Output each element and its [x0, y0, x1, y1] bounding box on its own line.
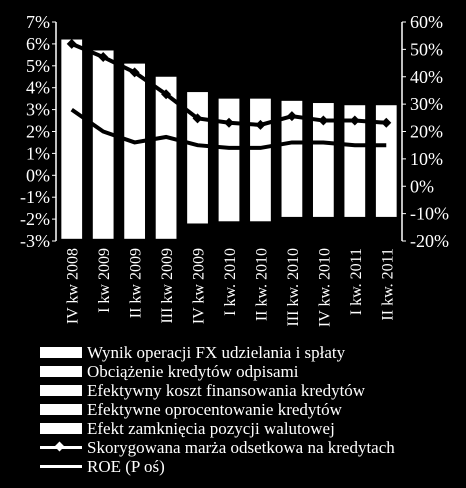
legend-item: Efektywny koszt finansowania kredytów: [40, 381, 466, 400]
bar: [375, 105, 397, 217]
legend-swatch: [40, 423, 82, 434]
y-tick-label-right: 30%: [410, 94, 443, 114]
bar: [61, 39, 83, 239]
y-tick-label-right: 10%: [410, 149, 443, 169]
marza-marker: [161, 89, 172, 100]
y-tick-label-left: 5%: [26, 56, 50, 76]
y-tick-label-right: 60%: [410, 12, 443, 32]
y-tick-label-right: -20%: [410, 231, 449, 251]
y-tick-label-left: 6%: [26, 34, 50, 54]
axes-group: [52, 21, 406, 242]
category-label: IV kw 2009: [191, 248, 208, 324]
marza-marker: [129, 67, 140, 78]
legend-swatch: [40, 385, 82, 396]
legend-label: Efekt zamknięcia pozycji walutowej: [87, 418, 335, 438]
marza-marker: [286, 111, 297, 122]
legend-item: Efektywne oprocentowanie kredytów: [40, 400, 466, 419]
bar: [344, 105, 366, 217]
y-tick-label-left: -3%: [20, 231, 50, 251]
bars-group: [61, 39, 397, 239]
category-label: II kw 2009: [128, 248, 145, 318]
bar: [218, 98, 240, 222]
bar: [155, 76, 177, 239]
legend-item: Obciążenie kredytów odpisami: [40, 362, 466, 381]
bar: [92, 50, 114, 239]
y-tick-label-right: 50%: [410, 39, 443, 59]
category-label: IV kw 2008: [65, 248, 82, 324]
y-tick-label-left: 0%: [26, 165, 50, 185]
bar: [281, 100, 303, 217]
category-label: II kw. 2010: [253, 248, 270, 321]
category-label: IV kw. 2010: [316, 248, 333, 327]
marza-marker: [224, 117, 234, 128]
legend-label: Wynik operacji FX udzielania i spłaty: [87, 342, 346, 362]
legend-item: Efekt zamknięcia pozycji walutowej: [40, 419, 466, 438]
category-label: III kw. 2010: [285, 248, 302, 327]
tick-labels-group: -3%-2%-1%0%1%2%3%4%5%6%7%-20%-10%0%10%20…: [20, 12, 449, 327]
legend-line-icon: [40, 461, 82, 472]
legend-swatch: [40, 366, 82, 377]
legend-label: Efektywny koszt finansowania kredytów: [87, 380, 366, 400]
legend-item: Wynik operacji FX udzielania i spłaty: [40, 343, 466, 362]
marza-marker: [98, 52, 109, 63]
marza-marker: [66, 38, 77, 49]
y-tick-label-right: 20%: [410, 122, 443, 142]
legend-item: Skorygowana marża odsetkowa na kredytach: [40, 438, 466, 457]
category-label: I kw 2009: [96, 248, 113, 313]
category-label: I kw. 2010: [222, 248, 239, 316]
legend-label: Efektywne oprocentowanie kredytów: [87, 399, 342, 419]
category-label: III kw 2009: [159, 248, 176, 324]
legend-item: ROE (P oś): [40, 457, 466, 476]
marza-marker: [349, 115, 360, 126]
y-tick-label-left: -2%: [20, 209, 50, 229]
legend: Wynik operacji FX udzielania i spłaty Ob…: [40, 343, 466, 476]
y-tick-label-left: 7%: [26, 12, 50, 32]
y-tick-label-left: -1%: [20, 187, 50, 207]
marza-marker: [381, 117, 392, 128]
bar: [312, 103, 334, 217]
y-tick-label-right: 40%: [410, 67, 443, 87]
legend-swatch: [40, 347, 82, 358]
bar: [187, 92, 208, 224]
y-tick-label-left: 4%: [26, 78, 50, 98]
category-label: II kw. 2011: [379, 248, 396, 321]
legend-line-diamond-icon: [40, 442, 82, 453]
bar: [250, 98, 271, 222]
y-tick-label-left: 1%: [26, 143, 50, 163]
lines-group: [66, 38, 392, 150]
legend-label: ROE (P oś): [87, 456, 165, 476]
legend-label: Obciążenie kredytów odpisami: [87, 361, 299, 381]
y-tick-label-right: -10%: [410, 204, 449, 224]
marza-marker: [255, 119, 266, 130]
roe-line: [70, 107, 387, 150]
marza-marker: [318, 115, 329, 126]
category-label: I kw. 2011: [348, 248, 365, 315]
legend-label: Skorygowana marża odsetkowa na kredytach: [87, 437, 395, 457]
bar: [124, 63, 146, 239]
y-tick-label-left: 3%: [26, 100, 50, 120]
marza-marker: [192, 113, 203, 124]
y-tick-label-left: 2%: [26, 122, 50, 142]
legend-swatch: [40, 404, 82, 415]
y-tick-label-right: 0%: [410, 176, 434, 196]
